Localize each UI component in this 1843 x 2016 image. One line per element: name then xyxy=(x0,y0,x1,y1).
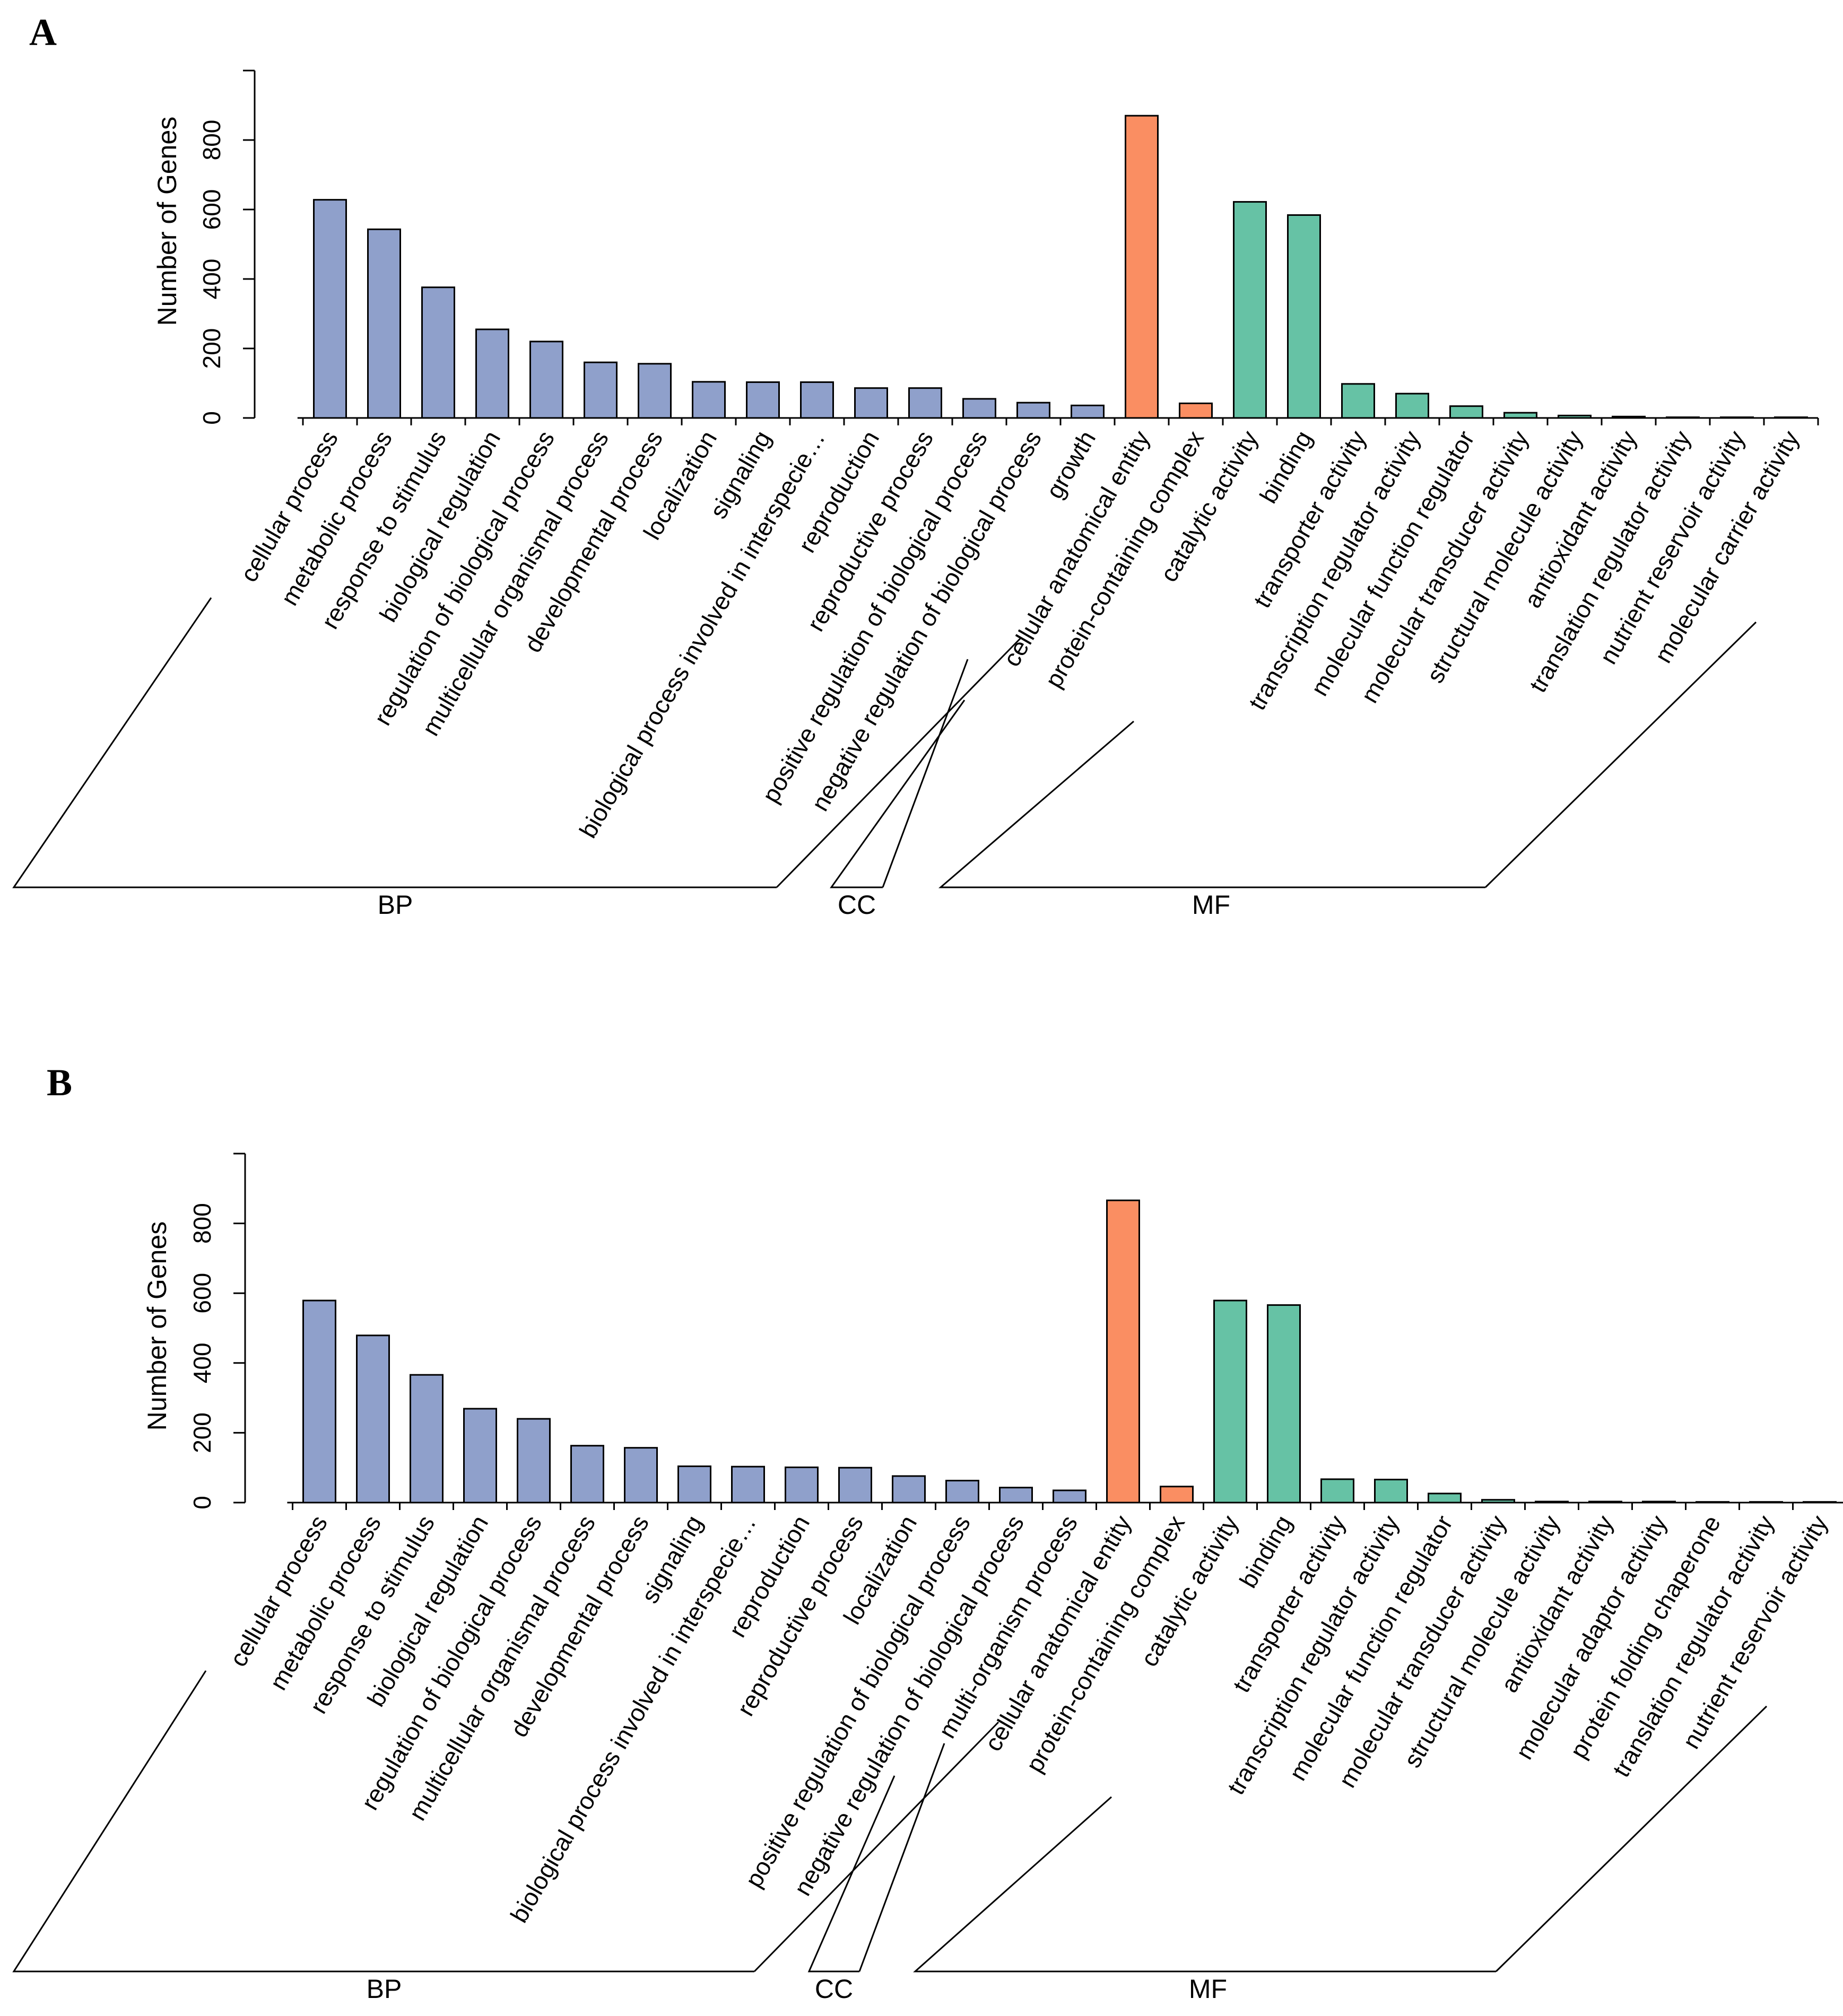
panel-a-bar-16: cellular anatomical entity: 870 xyxy=(1125,115,1159,419)
panel-b-bar-11: reproductive process: 100 xyxy=(838,1467,872,1504)
panel-b-group-bracket-mf xyxy=(913,1796,1496,1973)
panel-b-bar-28: translation regulator activity: 2 xyxy=(1749,1501,1783,1504)
panel-b-bar-15: multi-organism process: 35 xyxy=(1053,1489,1086,1504)
panel-b-bar-8: signaling: 104 xyxy=(677,1465,711,1504)
panel-b-chart: 0 200 400 600 800 Number of Genes cellular pro… xyxy=(12,1153,1843,2004)
panel-a-bar-3: response to stimulus: 376 xyxy=(421,286,455,419)
panel-b-group-label-cc: CC xyxy=(815,1974,853,2004)
panel-a-bar-12: reproductive process: 86 xyxy=(908,387,942,419)
panel-b-bar-7: developmental process: 157 xyxy=(624,1447,658,1504)
panel-b-bar-9: biological process involved in interspec… xyxy=(731,1465,765,1504)
panel-b-y-axis-label: Number of Genes xyxy=(142,1221,172,1431)
panel-b-group-bracket-right-bp xyxy=(753,1721,999,1973)
panel-a-group-bracket-right-bp xyxy=(776,637,1022,888)
panel-a-group-bracket-right-cc xyxy=(882,659,969,888)
panel-b-bar-21: transcription regulator activity: 66 xyxy=(1374,1479,1408,1504)
panel-a-bar-19: binding: 584 xyxy=(1287,214,1321,419)
panel-b-group-bracket-right-cc xyxy=(858,1743,945,1972)
panel-a-group-label-bp: BP xyxy=(378,890,413,920)
panel-a-bar-27: nutrient reservoir activity: 2 xyxy=(1720,416,1754,419)
panel-a-bar-18: catalytic activity: 622 xyxy=(1233,201,1267,419)
panel-a-group-bracket-right-mf xyxy=(1484,621,1757,888)
panel-b-bar-5: regulation of biological process: 240 xyxy=(517,1418,551,1504)
panel-a-y-tick-label: 200 xyxy=(198,328,225,369)
panel-a-bar-26: translation regulator activity: 2 xyxy=(1666,416,1700,419)
panel-a-bar-24: structural molecule activity: 7 xyxy=(1558,414,1592,419)
panel-a-bar-20: transporter activity: 98 xyxy=(1341,383,1375,419)
panel-b-y-tick-label: 200 xyxy=(188,1412,216,1453)
panel-b-y-tick-label: 0 xyxy=(188,1496,216,1509)
panel-b-group-label-mf: MF xyxy=(1189,1974,1227,2004)
panel-a-group-bracket-bp xyxy=(12,597,777,888)
panel-b-bar-20: transporter activity: 67 xyxy=(1320,1478,1354,1504)
panel-a-group-bracket-mf xyxy=(938,720,1485,888)
panel-a-group-label-mf: MF xyxy=(1192,890,1230,920)
panel-b-bar-29: nutrient reservoir activity: 2 xyxy=(1803,1501,1837,1504)
panel-a-bar-17: protein-containing complex: 42 xyxy=(1179,402,1213,419)
panel-b-bar-13: positive regulation of biological proces… xyxy=(945,1480,979,1504)
panel-a-group-label-cc: CC xyxy=(838,890,876,920)
panel-b-group-bracket-right-mf xyxy=(1495,1705,1768,1973)
panel-a-bar-6: multicellular organismal process: 160 xyxy=(584,361,618,419)
panel-a-bar-22: molecular function regulator: 34 xyxy=(1449,405,1483,419)
panel-b-bar-2: metabolic process: 479 xyxy=(356,1334,390,1504)
panel-b-bar-16: cellular anatomical entity: 866 xyxy=(1106,1199,1140,1504)
panel-b-group-label-bp: BP xyxy=(367,1974,402,2004)
panel-b-bar-19: binding: 566 xyxy=(1267,1304,1301,1504)
panel-b-bar-26: molecular adaptor activity: 3 xyxy=(1642,1500,1676,1504)
panel-b-bar-14: negative regulation of biological proces… xyxy=(999,1487,1033,1504)
panel-b-letter: B xyxy=(47,1061,72,1104)
panel-a-letter: A xyxy=(29,11,57,54)
panel-b-bar-27: protein folding chaperone: 2 xyxy=(1696,1501,1729,1504)
panel-a-y-tick-label: 400 xyxy=(198,259,225,300)
panel-a-bar-25: antioxidant activity: 4 xyxy=(1612,415,1646,419)
panel-a-bar-10: biological process involved in interspec… xyxy=(800,381,834,419)
panel-a-bar-8: localization: 104 xyxy=(692,381,726,419)
panel-b-bar-6: multicellular organismal process: 163 xyxy=(570,1445,604,1504)
panel-b-y-tick-label: 400 xyxy=(188,1342,216,1383)
panel-b-y-tick-label: 800 xyxy=(188,1203,216,1244)
panel-a-bar-7: developmental process: 156 xyxy=(638,363,672,419)
panel-b-bar-22: molecular function regulator: 26 xyxy=(1428,1493,1462,1504)
panel-a-bar-1: cellular process: 628 xyxy=(313,199,347,419)
panel-b-group-bracket-bp xyxy=(12,1670,754,1973)
panel-a-bar-4: biological regulation: 255 xyxy=(475,328,509,419)
panel-a-chart: 0 200 400 600 800 Number of Genes cellular pro… xyxy=(12,69,1819,920)
panel-a-y-axis-label: Number of Genes xyxy=(152,117,182,326)
panel-b-bar-25: antioxidant activity: 3 xyxy=(1588,1500,1622,1504)
panel-a-bar-2: metabolic process: 543 xyxy=(367,228,401,419)
panel-a-category-label-15: growth xyxy=(1040,426,1101,503)
panel-b-y-tick-label: 600 xyxy=(188,1273,216,1314)
panel-a-group-bracket-cc xyxy=(830,700,966,888)
panel-a-bar-28: molecular carrier activity: 2 xyxy=(1774,416,1808,419)
panel-a-bar-9: signaling: 103 xyxy=(746,381,780,419)
panel-a-bar-5: regulation of biological process: 220 xyxy=(529,341,563,419)
panel-b-bar-3: response to stimulus: 366 xyxy=(410,1374,444,1504)
panel-a-bar-13: positive regulation of biological proces… xyxy=(962,398,996,419)
panel-b-bar-24: structural molecule activity: 3 xyxy=(1535,1500,1569,1504)
panel-a-y-tick-label: 600 xyxy=(198,189,225,230)
panel-a-bar-21: transcription regulator activity: 70 xyxy=(1395,392,1429,419)
panel-a-y-tick-label: 800 xyxy=(198,120,225,161)
panel-a-bar-15: growth: 36 xyxy=(1071,404,1105,419)
panel-b-bar-18: catalytic activity: 579 xyxy=(1213,1299,1247,1504)
panel-b-bar-10: reproduction: 101 xyxy=(785,1467,819,1504)
panel-b-bar-23: molecular transducer activity: 8 xyxy=(1481,1499,1515,1504)
panel-a-bar-23: molecular transducer activity: 15 xyxy=(1503,412,1537,419)
panel-b-group-bracket-cc xyxy=(807,1775,896,1973)
panel-b-bar-4: biological regulation: 269 xyxy=(463,1408,497,1504)
panel-a-bar-14: negative regulation of biological proces… xyxy=(1016,402,1050,419)
panel-b-bar-17: protein-containing complex: 46 xyxy=(1160,1486,1194,1504)
panel-b-bar-12: localization: 76 xyxy=(892,1475,926,1504)
panel-a-y-tick-label: 0 xyxy=(198,411,225,425)
panel-a-bar-11: reproduction: 86 xyxy=(854,387,888,419)
panel-b-bar-1: cellular process: 579 xyxy=(302,1299,336,1504)
